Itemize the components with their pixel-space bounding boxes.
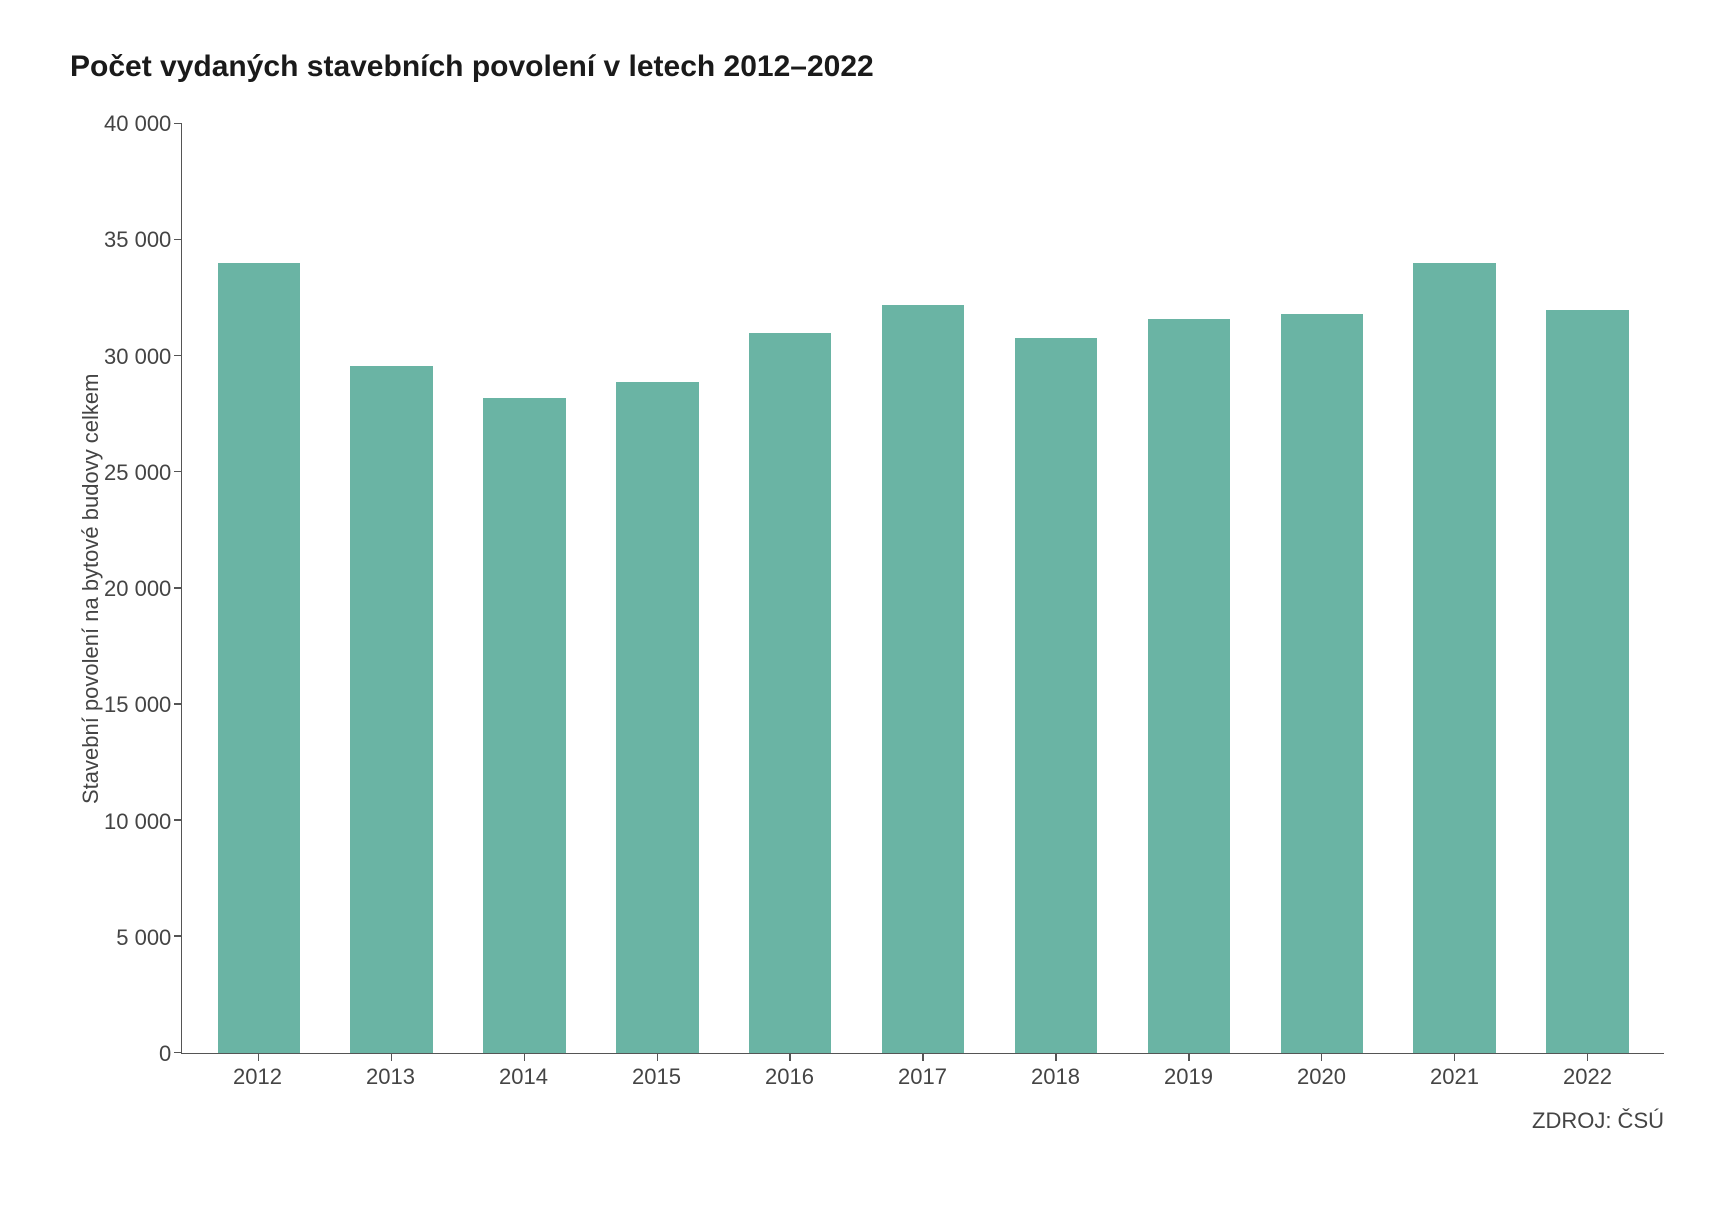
y-tick-mark <box>174 1052 182 1054</box>
x-tick-mark <box>391 1053 393 1061</box>
x-tick-mark <box>1188 1053 1190 1061</box>
bar-slot <box>192 124 325 1053</box>
bar-slot <box>458 124 591 1053</box>
bar-slot <box>1521 124 1654 1053</box>
x-axis-label: 2014 <box>457 1064 590 1090</box>
source-label: ZDROJ: ČSÚ <box>70 1108 1664 1134</box>
bar-slot <box>990 124 1123 1053</box>
bar <box>218 263 300 1053</box>
bar <box>749 333 831 1053</box>
x-axis-label: 2019 <box>1122 1064 1255 1090</box>
x-tick-mark <box>258 1053 260 1061</box>
x-tick-mark-slot <box>724 1053 857 1061</box>
x-tick-mark-slot <box>325 1053 458 1061</box>
bar-slot <box>591 124 724 1053</box>
bar <box>1413 263 1495 1053</box>
y-axis-label: Stavební povolení na bytové budovy celke… <box>70 124 104 1054</box>
x-axis-label: 2012 <box>191 1064 324 1090</box>
bar-slot <box>1122 124 1255 1053</box>
y-tick-mark <box>174 123 182 125</box>
y-tick-marks <box>174 124 182 1053</box>
x-tick-mark <box>657 1053 659 1061</box>
bar <box>1015 338 1097 1053</box>
bar-slot <box>325 124 458 1053</box>
plot-area <box>181 124 1664 1054</box>
x-axis-label: 2020 <box>1255 1064 1388 1090</box>
bar <box>1281 314 1363 1053</box>
y-tick-mark <box>174 471 182 473</box>
x-axis-label: 2018 <box>989 1064 1122 1090</box>
bar-slot <box>1388 124 1521 1053</box>
x-tick-mark <box>524 1053 526 1061</box>
y-tick-mark <box>174 935 182 937</box>
y-axis-ticks: 40 00035 00030 00025 00020 00015 00010 0… <box>104 124 181 1054</box>
x-tick-mark-slot <box>1388 1053 1521 1061</box>
chart-title: Počet vydaných stavebních povolení v let… <box>70 50 1664 84</box>
x-tick-mark-slot <box>591 1053 724 1061</box>
bar-slot <box>857 124 990 1053</box>
bar <box>882 305 964 1053</box>
bar <box>350 366 432 1053</box>
x-tick-mark-slot <box>990 1053 1123 1061</box>
y-tick-mark <box>174 587 182 589</box>
plot-row: Stavební povolení na bytové budovy celke… <box>70 124 1664 1054</box>
x-axis-label: 2015 <box>590 1064 723 1090</box>
bar <box>483 398 565 1053</box>
x-tick-mark-slot <box>458 1053 591 1061</box>
y-tick-mark <box>174 355 182 357</box>
bar-slot <box>724 124 857 1053</box>
x-tick-mark <box>1055 1053 1057 1061</box>
x-axis-label: 2016 <box>723 1064 856 1090</box>
x-axis-label: 2013 <box>324 1064 457 1090</box>
bars-group <box>182 124 1664 1053</box>
x-tick-mark-slot <box>1255 1053 1388 1061</box>
x-tick-marks <box>182 1053 1664 1061</box>
bar <box>616 382 698 1053</box>
x-tick-mark <box>1454 1053 1456 1061</box>
x-tick-mark <box>1321 1053 1323 1061</box>
bar <box>1546 310 1628 1053</box>
x-tick-mark <box>789 1053 791 1061</box>
y-tick-mark <box>174 819 182 821</box>
y-tick-mark <box>174 703 182 705</box>
bar-slot <box>1255 124 1388 1053</box>
x-axis-label: 2021 <box>1388 1064 1521 1090</box>
chart-container: Počet vydaných stavebních povolení v let… <box>0 0 1724 1224</box>
x-axis-label: 2017 <box>856 1064 989 1090</box>
x-tick-mark <box>1587 1053 1589 1061</box>
x-tick-mark <box>922 1053 924 1061</box>
x-labels-spacer <box>70 1054 181 1090</box>
x-tick-mark-slot <box>1521 1053 1654 1061</box>
bar <box>1148 319 1230 1053</box>
x-axis-label: 2022 <box>1521 1064 1654 1090</box>
x-tick-mark-slot <box>857 1053 990 1061</box>
x-tick-mark-slot <box>1122 1053 1255 1061</box>
y-tick-mark <box>174 239 182 241</box>
x-tick-mark-slot <box>192 1053 325 1061</box>
